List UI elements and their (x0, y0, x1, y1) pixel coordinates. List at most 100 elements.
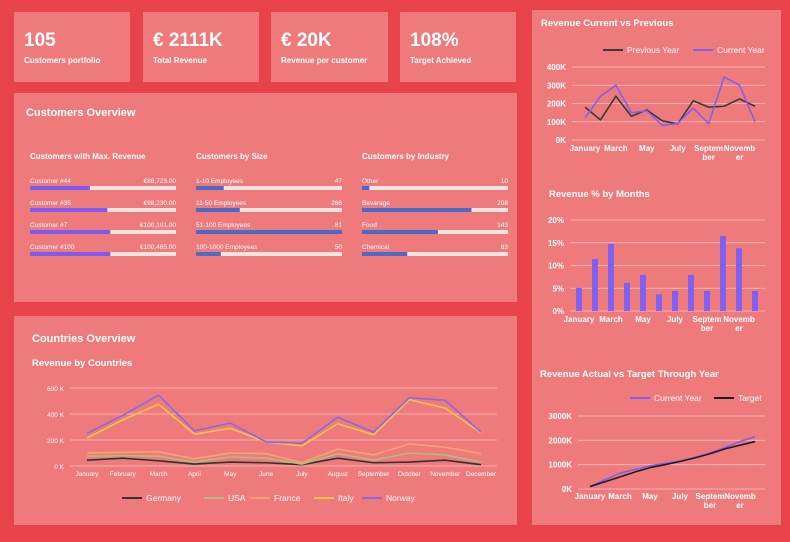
kpi-label: Total Revenue (153, 56, 208, 65)
x-tick-label: June (259, 471, 273, 478)
row-label: Chemical (362, 244, 390, 251)
row-label: Food (362, 222, 377, 229)
legend-label: Italy (338, 493, 354, 503)
kpi-value: 105 (24, 30, 56, 51)
progress-bar (196, 252, 221, 256)
progress-bar (362, 230, 438, 234)
series-line (584, 95, 756, 125)
chart-title: Revenue % by Months (549, 189, 650, 200)
bar (720, 235, 726, 311)
y-tick-label: 0K (556, 136, 566, 145)
x-tick-label: August (328, 471, 348, 478)
progress-track (30, 186, 176, 190)
row-label: Other (362, 178, 379, 185)
kpi-card (271, 12, 388, 82)
y-tick-label: 5% (552, 284, 564, 293)
x-tick-label: January (564, 315, 595, 324)
progress-bar (362, 208, 472, 212)
revenue-panel (532, 10, 781, 525)
bar (704, 290, 710, 311)
legend-label: France (274, 493, 301, 503)
bar (624, 282, 630, 311)
x-tick-label: July (672, 492, 689, 501)
x-tick-label: July (296, 471, 308, 478)
kpi-label: Target Achieved (410, 56, 471, 65)
row-value: 83 (501, 244, 509, 251)
y-tick-label: 200 K (47, 438, 65, 445)
y-tick-label: 300K (547, 81, 566, 90)
y-tick-label: 600 K (47, 386, 65, 393)
row-value: 208 (497, 200, 508, 207)
kpi-card (143, 12, 259, 82)
row-label: Customer #35 (30, 200, 71, 207)
progress-bar (30, 208, 108, 212)
progress-track (362, 252, 508, 256)
progress-bar (196, 208, 240, 212)
bar (608, 244, 614, 311)
x-tick-label: February (110, 471, 137, 478)
y-tick-label: 1000K (548, 461, 572, 470)
row-value: 266 (331, 200, 342, 207)
x-tick-label: May (639, 144, 655, 153)
y-tick-label: 20% (548, 216, 564, 225)
y-tick-label: 0 K (54, 464, 64, 471)
bar (576, 287, 582, 311)
panel-title: Countries Overview (32, 333, 136, 345)
progress-track (196, 186, 342, 190)
x-tick-label: March (608, 492, 632, 501)
y-tick-label: 400K (547, 63, 566, 72)
row-label: Bevarage (362, 200, 390, 207)
row-value: 50 (335, 244, 343, 251)
legend-label: Previous Year (627, 45, 680, 55)
series-line (86, 452, 482, 465)
row-value: €98,230.00 (143, 200, 176, 207)
x-tick-label: July (667, 315, 684, 324)
row-value: €86,723.00 (143, 178, 176, 185)
column-title: Customers with Max. Revenue (30, 152, 146, 161)
series-line (589, 440, 756, 488)
bar (688, 275, 694, 311)
chart-title: Revenue Current vs Previous (541, 18, 674, 29)
kpi-label: Revenue per customer (281, 56, 367, 65)
column-title: Customers by Industry (362, 152, 450, 161)
y-tick-label: 3000K (548, 412, 572, 421)
y-tick-label: 0K (562, 485, 572, 494)
y-tick-label: 15% (548, 239, 564, 248)
panel-title: Customers Overview (26, 107, 136, 119)
progress-bar (30, 230, 111, 234)
row-value: €100,485.00 (140, 244, 177, 251)
column-title: Customers by Size (196, 152, 268, 161)
row-value: 10 (501, 178, 509, 185)
x-tick-label: March (604, 144, 628, 153)
x-tick-label: October (398, 471, 422, 478)
row-value: 81 (335, 222, 343, 229)
legend-label: USA (228, 493, 246, 503)
y-tick-label: 2000K (548, 436, 572, 445)
x-tick-label: April (188, 471, 202, 478)
row-label: Customer #100 (30, 244, 75, 251)
legend-label: Germany (146, 493, 182, 503)
series-line (86, 443, 482, 464)
series-line (86, 457, 482, 466)
x-tick-label: May (635, 315, 651, 324)
progress-bar (30, 186, 90, 190)
progress-bar (30, 252, 111, 256)
progress-bar (196, 186, 224, 190)
x-tick-label: January (570, 144, 601, 153)
bar (736, 248, 742, 311)
progress-track (362, 186, 508, 190)
bar (672, 290, 678, 311)
kpi-label: Customers portfolio (24, 56, 101, 65)
progress-track (196, 252, 342, 256)
x-tick-label: July (670, 144, 687, 153)
y-tick-label: 200K (547, 100, 566, 109)
y-tick-label: 10% (548, 262, 564, 271)
bar (656, 294, 662, 311)
y-tick-label: 100K (547, 118, 566, 127)
